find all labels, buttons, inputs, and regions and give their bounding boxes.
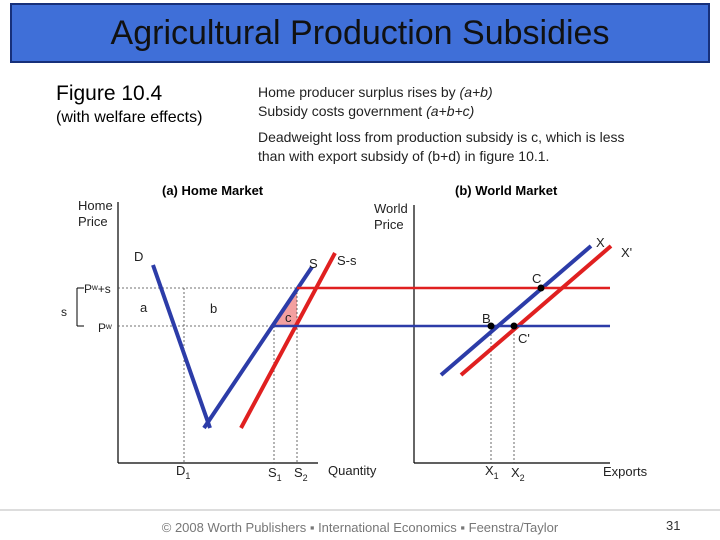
point-b: [487, 322, 495, 330]
label-area-c: c: [285, 310, 292, 325]
label-point-b: B: [482, 311, 491, 326]
supply-curve-s-minus-s: [239, 252, 337, 429]
note-deadweight-loss-line2: than with export subsidy of (b+d) in fig…: [258, 148, 550, 164]
label-subsidy-s: s: [61, 305, 67, 319]
world-price-label-line1: World: [374, 201, 408, 216]
point-c: [537, 284, 545, 292]
label-x: X: [596, 235, 605, 250]
note-producer-surplus-text: Home producer surplus rises by: [258, 84, 460, 100]
label-x1: X1: [485, 463, 499, 481]
world-price-label-line2: Price: [374, 217, 404, 232]
world-market-title: (b) World Market: [455, 183, 558, 198]
demand-curve-d: [151, 264, 212, 429]
title-box: Agricultural Production Subsidies: [10, 3, 710, 63]
label-s-minus-s: S-s: [337, 253, 357, 268]
label-area-a: a: [140, 300, 148, 315]
footer-credit: © 2008 Worth Publishers ▪ International …: [161, 520, 559, 535]
note-deadweight-loss-line1: Deadweight loss from production subsidy …: [258, 129, 625, 145]
note-producer-surplus-area: (a+b): [459, 84, 493, 100]
note-producer-surplus: Home producer surplus rises by (a+b): [258, 84, 493, 100]
label-exports: Exports: [603, 464, 648, 479]
export-supply-x-prime: [459, 244, 613, 377]
label-x-prime: X': [621, 245, 632, 260]
label-s2: S2: [294, 465, 308, 483]
label-quantity: Quantity: [328, 463, 377, 478]
label-pw-plus-s: Pʷ+s: [84, 282, 111, 296]
label-point-c: C: [532, 271, 541, 286]
slide-title: Agricultural Production Subsidies: [110, 13, 610, 52]
label-s1: S1: [268, 465, 282, 483]
figure-subtitle: (with welfare effects): [56, 109, 203, 126]
home-price-label-line1: Home: [78, 198, 113, 213]
label-x2: X2: [511, 465, 525, 483]
export-supply-x: [439, 244, 593, 377]
note-subsidy-cost: Subsidy costs government (a+b+c): [258, 103, 474, 119]
label-pw: Pʷ: [98, 321, 112, 335]
title-bar: Agricultural Production Subsidies: [0, 0, 720, 66]
label-area-b: b: [210, 301, 217, 316]
point-c-prime: [510, 322, 518, 330]
label-d1: D1: [176, 463, 190, 481]
supply-curve-s: [202, 265, 314, 430]
label-d: D: [134, 249, 143, 264]
label-point-c-prime: C': [518, 331, 530, 346]
note-subsidy-cost-area: (a+b+c): [426, 103, 475, 119]
label-s: S: [309, 256, 318, 271]
home-market-title: (a) Home Market: [162, 183, 264, 198]
page-number: 31: [666, 518, 681, 533]
home-price-label-line2: Price: [78, 214, 108, 229]
note-subsidy-cost-text: Subsidy costs government: [258, 103, 427, 119]
figure-title: Figure 10.4: [56, 82, 163, 105]
